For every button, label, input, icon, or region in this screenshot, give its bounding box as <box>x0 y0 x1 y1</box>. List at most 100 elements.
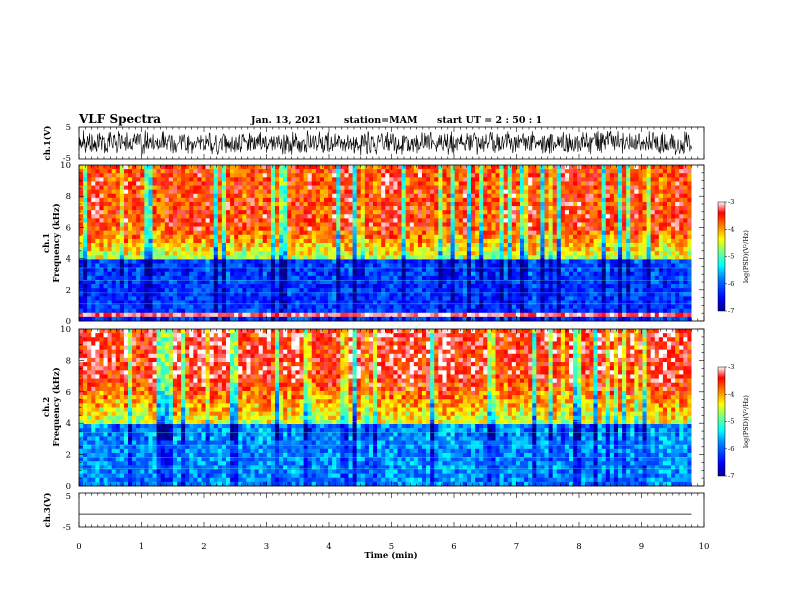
spectrogram-cell <box>136 279 141 285</box>
spectrogram-cell <box>577 226 582 231</box>
spectrogram-cell <box>552 275 558 281</box>
spectrogram-cell <box>532 275 537 281</box>
spectrogram-cell <box>189 218 194 223</box>
spectrogram-cell <box>601 259 607 264</box>
spectrogram-cell <box>177 185 182 190</box>
spectrogram-cell <box>597 210 602 215</box>
spectrogram-cell <box>495 288 500 293</box>
spectrogram-cell <box>95 279 100 285</box>
spectrogram-cell <box>250 230 255 236</box>
spectrogram-cell <box>679 230 684 236</box>
spectrogram-cell <box>168 169 174 174</box>
spectrogram-cell <box>495 222 500 227</box>
spectrogram-cell <box>630 169 635 174</box>
spectrogram-cell <box>226 185 231 190</box>
spectrogram-cell <box>254 275 259 281</box>
spectrogram-cell <box>172 292 178 297</box>
spectrogram-cell <box>209 206 215 211</box>
spectrogram-cell <box>213 181 219 186</box>
spectrogram-cell <box>552 173 558 178</box>
spectrogram-cell <box>164 234 170 240</box>
spectrogram-cell <box>662 201 668 207</box>
spectrogram-cell <box>613 181 619 186</box>
spectrogram-cell <box>373 247 378 252</box>
spectrogram-cell <box>671 226 676 231</box>
spectrogram-cell <box>340 173 345 178</box>
spectrogram-cell <box>128 222 133 227</box>
spectrogram-cell <box>95 210 100 215</box>
spectrogram-cell <box>103 222 108 227</box>
spectrogram-cell <box>242 296 247 301</box>
spectrogram-cell <box>352 169 357 174</box>
spectrogram-cell <box>340 267 345 273</box>
spectrogram-cell <box>417 267 423 273</box>
spectrogram-cell <box>299 230 304 236</box>
spectrogram-cell <box>364 267 370 273</box>
spectrogram-cell <box>344 292 349 297</box>
spectrogram-cell <box>479 259 484 264</box>
spectrogram-cell <box>328 259 333 264</box>
spectrogram-cell <box>479 214 484 219</box>
spectrogram-cell <box>217 271 223 277</box>
spectrogram-cell <box>205 169 210 174</box>
spectrogram-cell <box>671 189 676 195</box>
spectrogram-cell <box>687 169 692 174</box>
spectrogram-cell <box>638 243 643 248</box>
spectrogram-cell <box>164 296 170 301</box>
spectrogram-cell <box>381 259 386 264</box>
spectrogram-cell <box>654 197 660 203</box>
spectrogram-cell <box>577 263 582 268</box>
spectrogram-cell <box>667 222 672 227</box>
spectrogram-cell <box>609 206 615 211</box>
spectrogram-cell <box>667 247 672 252</box>
spectrogram-cell <box>389 259 394 264</box>
spectrogram-cell <box>132 197 137 203</box>
spectrogram-cell <box>205 218 210 223</box>
spectrogram-cell <box>581 169 586 174</box>
spectrogram-cell <box>458 271 464 277</box>
spectrogram-cell <box>79 177 84 182</box>
spectrogram-cell <box>573 234 578 240</box>
spectrogram-cell <box>454 234 460 240</box>
spectrogram-cell <box>507 238 513 244</box>
spectrogram-cell <box>385 185 390 190</box>
spectrogram-cell <box>373 234 378 240</box>
spectrogram-cell <box>377 230 382 236</box>
spectrogram-cell <box>438 247 443 252</box>
spectrogram-cell <box>254 214 259 219</box>
spectrogram-cell <box>213 206 219 211</box>
spectrogram-cell <box>381 230 386 236</box>
spectrogram-cell <box>328 165 333 170</box>
spectrogram-cell <box>520 193 525 199</box>
spectrogram-cell <box>238 284 243 289</box>
spectrogram-cell <box>466 181 472 186</box>
spectrogram-cell <box>172 255 178 260</box>
spectrogram-cell <box>332 173 337 178</box>
spectrogram-cell <box>91 197 96 203</box>
spectrogram-cell <box>426 185 431 190</box>
spectrogram-cell <box>642 238 647 244</box>
spectrogram-cell <box>119 222 125 227</box>
spectrogram-cell <box>609 271 615 277</box>
spectrogram-cell <box>613 218 619 223</box>
spectrogram-cell <box>303 165 308 170</box>
spectrogram-cell <box>560 189 566 195</box>
spectrogram-cell <box>340 238 345 244</box>
spectrogram-cell <box>385 189 390 195</box>
spectrogram-cell <box>189 177 194 182</box>
spectrogram-cell <box>177 284 182 289</box>
spectrogram-cell <box>315 185 321 190</box>
spectrogram-cell <box>487 201 492 207</box>
spectrogram-cell <box>193 177 198 182</box>
spectrogram-cell <box>544 201 549 207</box>
spectrogram-cell <box>434 271 439 277</box>
spectrogram-cell <box>667 263 672 268</box>
spectrogram-cell <box>671 193 676 199</box>
spectrogram-cell <box>250 292 255 297</box>
spectrogram-cell <box>634 206 639 211</box>
spectrogram-cell <box>356 226 362 231</box>
spectrogram-cell <box>368 238 374 244</box>
spectrogram-cell <box>385 230 390 236</box>
spectrogram-cell <box>144 288 149 293</box>
spectrogram-cell <box>654 243 660 248</box>
